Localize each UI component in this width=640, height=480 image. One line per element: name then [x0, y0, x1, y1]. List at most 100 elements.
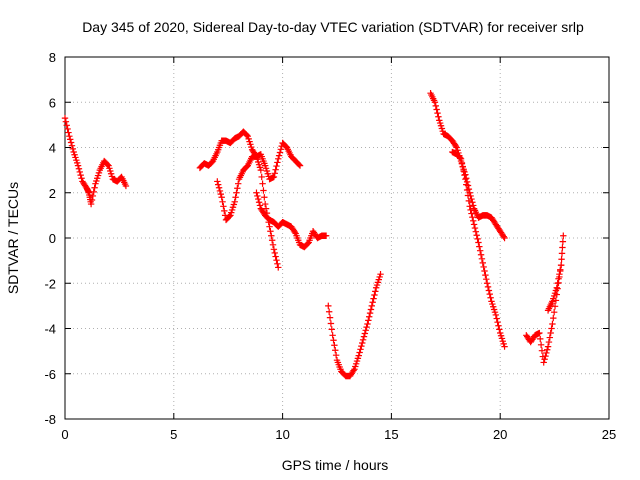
data-point	[537, 335, 544, 343]
data-point	[369, 299, 376, 306]
y-tick-label: -6	[44, 367, 56, 382]
data-point	[257, 166, 265, 174]
data-point	[434, 109, 441, 117]
data-point	[496, 326, 503, 333]
data-point	[472, 228, 480, 235]
data-point	[501, 343, 508, 350]
series-arc7	[449, 148, 508, 350]
data-point	[328, 326, 335, 333]
data-point	[469, 213, 476, 221]
data-point	[63, 122, 70, 129]
data-point	[275, 155, 282, 163]
data-point	[361, 330, 369, 337]
data-point	[540, 359, 547, 366]
data-point	[332, 347, 339, 354]
data-point	[268, 232, 275, 239]
x-tick-label: 5	[170, 427, 177, 442]
data-point	[537, 341, 545, 348]
data-point	[122, 182, 130, 190]
data-point	[493, 315, 500, 322]
data-point	[267, 228, 274, 235]
y-tick-label: 0	[49, 231, 56, 246]
data-point	[466, 203, 473, 210]
data-point	[214, 178, 221, 185]
data-point	[366, 309, 374, 317]
data-point	[364, 320, 371, 328]
data-point	[367, 306, 375, 313]
data-point	[559, 238, 567, 245]
data-point	[260, 187, 267, 194]
data-point	[363, 323, 370, 331]
data-point	[329, 332, 336, 339]
y-tick-label: 4	[49, 141, 56, 156]
data-point	[542, 352, 549, 360]
data-point	[461, 171, 468, 179]
data-point	[474, 235, 481, 243]
data-point	[476, 247, 484, 254]
data-point	[75, 165, 83, 172]
y-tick-label: 2	[49, 186, 56, 201]
data-point	[470, 202, 477, 209]
data-point	[220, 203, 227, 210]
series-arc2	[196, 128, 304, 183]
data-point	[359, 339, 366, 347]
data-point	[462, 175, 469, 183]
data-point	[266, 223, 273, 230]
data-point	[469, 199, 476, 206]
data-point	[104, 161, 111, 168]
data-point	[326, 314, 334, 321]
data-point	[470, 217, 477, 225]
data-point	[482, 271, 489, 279]
data-point	[486, 290, 493, 298]
data-point	[67, 136, 74, 143]
data-point	[559, 244, 566, 251]
data-point	[543, 349, 550, 357]
data-point	[371, 291, 378, 299]
data-point	[558, 250, 566, 257]
data-point	[243, 132, 251, 139]
data-point	[68, 142, 76, 149]
axis-ticks: 0 5 10 15 20 25 -8 -6 -4 -2 0 2 4 6 8	[44, 50, 616, 442]
data-point	[483, 280, 491, 287]
y-axis-label: SDTVAR / TECUs	[5, 182, 21, 294]
data-point	[538, 347, 546, 354]
data-point	[460, 167, 467, 175]
data-point	[291, 228, 298, 236]
data-point	[500, 233, 507, 240]
data-point	[218, 194, 225, 201]
data-point	[494, 318, 501, 326]
data-point	[370, 295, 377, 302]
data-point	[273, 162, 280, 170]
data-point	[483, 275, 490, 283]
data-point	[547, 329, 554, 337]
data-point	[372, 288, 379, 295]
data-point	[74, 162, 82, 169]
data-point	[544, 343, 552, 350]
data-point	[362, 327, 369, 334]
data-point	[270, 173, 278, 181]
data-point	[325, 308, 333, 315]
data-point	[554, 280, 561, 287]
data-point	[481, 267, 488, 275]
data-point	[479, 259, 486, 267]
data-point	[67, 139, 75, 146]
data-point	[458, 159, 466, 167]
data-point	[475, 239, 482, 246]
data-point	[256, 202, 264, 209]
data-point	[558, 256, 565, 263]
data-point	[275, 152, 283, 159]
data-point	[541, 356, 548, 363]
data-point	[261, 194, 268, 201]
data-point	[365, 317, 372, 324]
data-point	[478, 255, 486, 263]
data-point	[432, 102, 439, 110]
data-point	[377, 271, 384, 278]
data-point	[465, 197, 473, 205]
data-point	[544, 346, 551, 353]
data-point	[473, 232, 480, 239]
data-point	[325, 302, 332, 310]
y-tick-label: -2	[44, 276, 56, 291]
data-point	[255, 195, 262, 203]
data-point	[476, 243, 483, 250]
data-point	[546, 334, 554, 341]
